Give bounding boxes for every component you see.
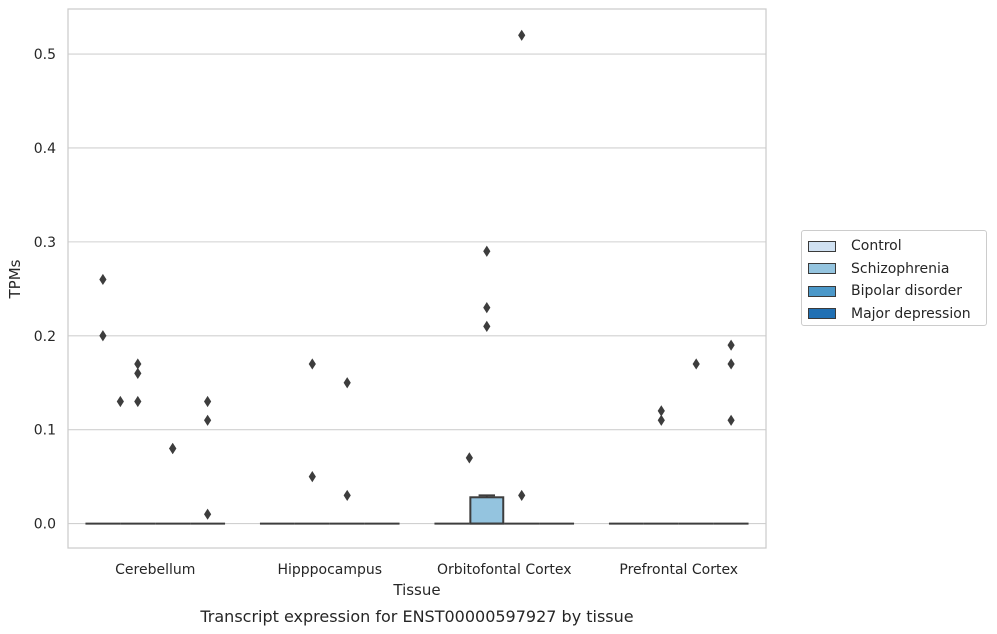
outlier-point [308, 471, 316, 483]
box-groups [85, 494, 749, 525]
outlier-point [204, 395, 212, 408]
outlier-point [204, 508, 212, 520]
y-tick-label: 0.5 [34, 47, 56, 63]
outlier-point [727, 339, 735, 351]
outlier-point [99, 330, 107, 342]
y-tick-label: 0.1 [34, 423, 56, 439]
outlier-point [343, 489, 351, 502]
outlier-point [657, 405, 665, 417]
outlier-point [518, 489, 526, 502]
x-tick-label: Cerebellum [115, 562, 195, 578]
outlier-point [727, 358, 735, 370]
legend-label: Schizophrenia [851, 260, 950, 277]
legend-item: Bipolar disorder [808, 280, 986, 303]
outlier-point [518, 29, 526, 41]
legend-swatch [808, 263, 836, 275]
legend-swatch [808, 240, 836, 252]
y-tick-label: 0.4 [34, 141, 56, 157]
outlier-point [483, 245, 491, 257]
outlier-point [169, 442, 177, 455]
outlier-point [99, 273, 107, 286]
legend-item: Control [808, 235, 986, 258]
legend-label: Control [851, 238, 902, 255]
y-axis-label: TPMs [6, 259, 24, 299]
x-axis-label: Tissue [392, 581, 440, 599]
plot-frame [67, 8, 767, 549]
y-tick-labels: 0.0 0.1 0.2 0.3 0.4 0.5 [34, 47, 56, 533]
chart-caption: Transcript expression for ENST0000059792… [199, 607, 633, 626]
outlier-point [343, 377, 351, 389]
outlier-point [134, 367, 142, 379]
outlier-point [465, 452, 473, 464]
box [469, 496, 505, 525]
legend-item: Major depression [808, 303, 986, 326]
outlier-point [657, 414, 665, 426]
x-tick-label: Prefrontal Cortex [619, 562, 738, 578]
outlier-points [99, 29, 735, 520]
legend-swatch [808, 285, 836, 297]
outlier-point [727, 414, 735, 426]
x-tick-labels: Cerebellum Hipppocampus Orbitofontal Corte… [115, 562, 738, 578]
legend-item: Schizophrenia [808, 258, 986, 281]
y-tick-label: 0.3 [34, 235, 56, 251]
outlier-point [134, 395, 142, 408]
outlier-point [204, 414, 212, 426]
y-tick-label: 0.0 [34, 517, 56, 533]
outlier-point [308, 358, 316, 370]
outlier-point [483, 302, 491, 314]
legend: Control Schizophrenia Bipolar disorder Majo… [801, 230, 987, 326]
legend-label: Bipolar disorder [851, 283, 963, 300]
outlier-point [134, 358, 142, 370]
legend-swatch [808, 308, 836, 320]
x-tick-label: Hipppocampus [277, 562, 382, 578]
x-tick-label: Orbitofontal Cortex [437, 562, 572, 578]
y-tick-label: 0.2 [34, 329, 56, 345]
outlier-point [483, 320, 491, 332]
legend-label: Major depression [851, 305, 971, 322]
outlier-point [692, 358, 700, 370]
outlier-point [116, 395, 124, 408]
